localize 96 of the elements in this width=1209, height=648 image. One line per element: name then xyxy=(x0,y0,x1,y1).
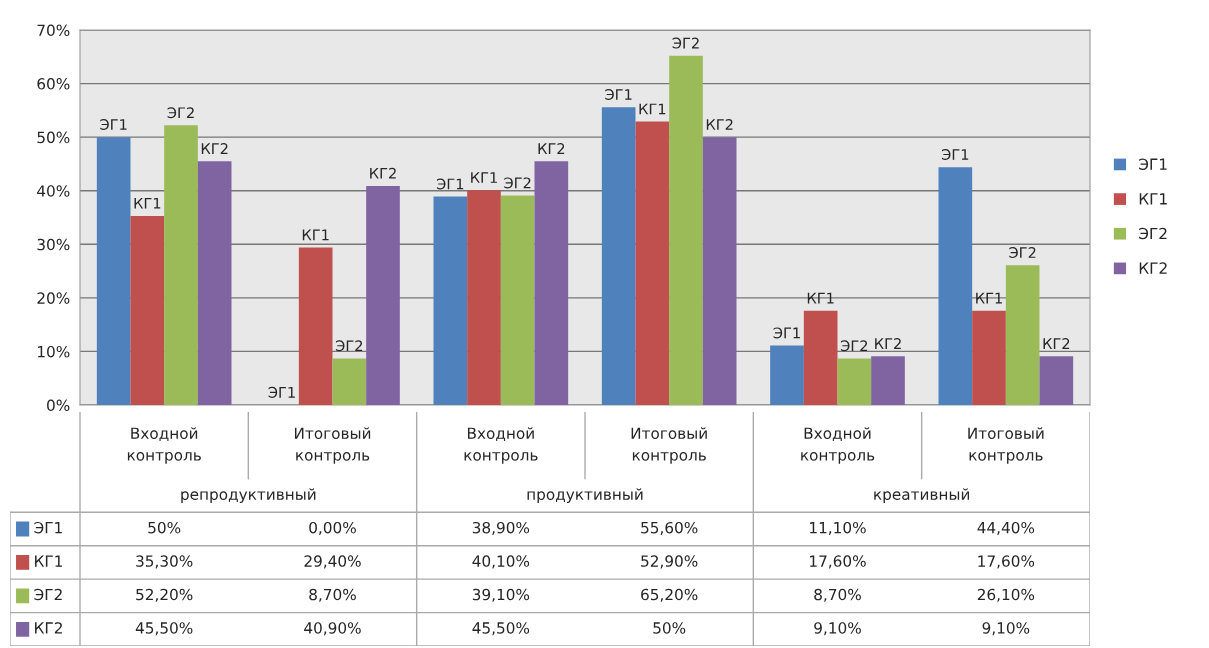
bar xyxy=(534,161,569,405)
y-tick-label: 30% xyxy=(37,238,70,251)
x-tick-label: Входной контроль xyxy=(464,427,538,464)
x-tick-label: Итоговый контроль xyxy=(968,427,1044,464)
text: КГ1 xyxy=(639,103,666,115)
data-label: 40,90% xyxy=(304,622,361,636)
data-label: 35,30% xyxy=(136,555,193,569)
text: ЭГ2 xyxy=(504,177,531,189)
data-label: 11,10% xyxy=(810,521,866,535)
legend-label: КГ1 xyxy=(1139,193,1167,205)
bar xyxy=(635,121,670,405)
data-label: 9,10% xyxy=(982,622,1030,636)
text: ЭГ2 xyxy=(167,107,194,119)
text: ЭГ1 xyxy=(100,119,127,131)
bar xyxy=(1005,265,1040,405)
x-tick-label: Входной контроль xyxy=(801,427,875,464)
y-tick-label: 60% xyxy=(37,78,70,90)
text: КГ2 xyxy=(538,143,565,154)
y-tick-label: 50% xyxy=(37,131,70,144)
text: КГ2 xyxy=(1043,338,1070,349)
data-label: 17,60% xyxy=(978,555,1035,569)
data-label: 9,10% xyxy=(814,622,861,636)
text: креативный xyxy=(874,488,970,503)
text: ЭГ1 xyxy=(773,327,800,339)
bar xyxy=(500,195,535,405)
text: ЭГ1 xyxy=(268,386,295,398)
text: КГ1 xyxy=(134,197,161,209)
bar xyxy=(467,190,501,405)
data-label: 45,50% xyxy=(135,622,193,636)
data-label: 40,10% xyxy=(472,555,530,569)
bar xyxy=(938,167,973,405)
legend-label: ЭГ2 xyxy=(1139,227,1167,240)
bar xyxy=(332,358,367,405)
data-label: 55,60% xyxy=(641,521,698,535)
data-label: 29,40% xyxy=(304,555,361,569)
y-tick-label: 20% xyxy=(37,292,70,304)
data-label: 50% xyxy=(148,521,181,534)
bar xyxy=(770,345,804,405)
data-label: 44,40% xyxy=(977,521,1035,535)
text: КГ2 xyxy=(370,167,396,179)
y-tick-label: 0% xyxy=(47,399,70,412)
data-label: 8,70% xyxy=(814,588,861,602)
text: ЭГ2 xyxy=(335,340,363,352)
text: КГ1 xyxy=(807,292,834,304)
text: КГ2 xyxy=(706,119,733,130)
text: КГ2 xyxy=(35,622,62,634)
bar xyxy=(871,356,905,405)
bar xyxy=(197,161,232,405)
bar xyxy=(96,137,131,405)
text: КГ1 xyxy=(302,229,329,241)
data-label: 38,90% xyxy=(472,521,530,535)
data-label: 50% xyxy=(653,622,686,634)
y-tick-label: 70% xyxy=(37,24,70,37)
bar xyxy=(972,310,1006,405)
data-label: 26,10% xyxy=(977,588,1035,602)
legend-label: КГ2 xyxy=(1139,262,1167,274)
text: ЭГ1 xyxy=(605,89,632,101)
data-label: 52,90% xyxy=(641,555,698,569)
text: КГ2 xyxy=(201,143,228,154)
bar xyxy=(366,185,400,405)
y-tick-label: 10% xyxy=(38,345,70,358)
bar xyxy=(1039,356,1074,405)
text: ЭГ2 xyxy=(672,37,699,49)
text: продуктивный xyxy=(527,488,643,503)
data-label: 17,60% xyxy=(810,555,866,569)
data-label: 52,20% xyxy=(136,588,193,602)
bar xyxy=(433,196,468,405)
text: ЭГ1 xyxy=(941,149,969,161)
text: репродуктивный xyxy=(181,488,316,503)
text: КГ1 xyxy=(471,172,497,183)
legend-label: ЭГ1 xyxy=(34,521,62,534)
data-label: 65,20% xyxy=(641,588,698,602)
text: ЭГ2 xyxy=(840,340,868,352)
data-label: 8,70% xyxy=(309,588,356,602)
bar xyxy=(298,247,333,405)
text: ЭГ2 xyxy=(34,588,62,601)
data-label: 0,00% xyxy=(309,521,356,535)
data-label: 45,50% xyxy=(472,622,530,636)
bar xyxy=(837,358,872,405)
bar xyxy=(702,137,737,405)
data-label: 39,10% xyxy=(472,588,530,602)
y-tick-label: 40% xyxy=(37,185,70,197)
text: КГ2 xyxy=(875,338,901,349)
text: КГ1 xyxy=(976,292,1002,304)
bar xyxy=(164,125,198,405)
text: ЭГ1 xyxy=(436,178,464,190)
text: ЭГ1 xyxy=(1139,158,1167,170)
text: ЭГ2 xyxy=(1009,247,1036,259)
x-tick-label: Итоговый контроль xyxy=(631,427,707,464)
bar xyxy=(601,107,636,405)
x-tick-label: Входной контроль xyxy=(127,427,201,464)
text: КГ1 xyxy=(35,555,63,567)
bar xyxy=(669,55,703,405)
bar xyxy=(130,215,165,405)
bar xyxy=(803,310,838,405)
x-tick-label: Итоговый контроль xyxy=(294,427,371,464)
